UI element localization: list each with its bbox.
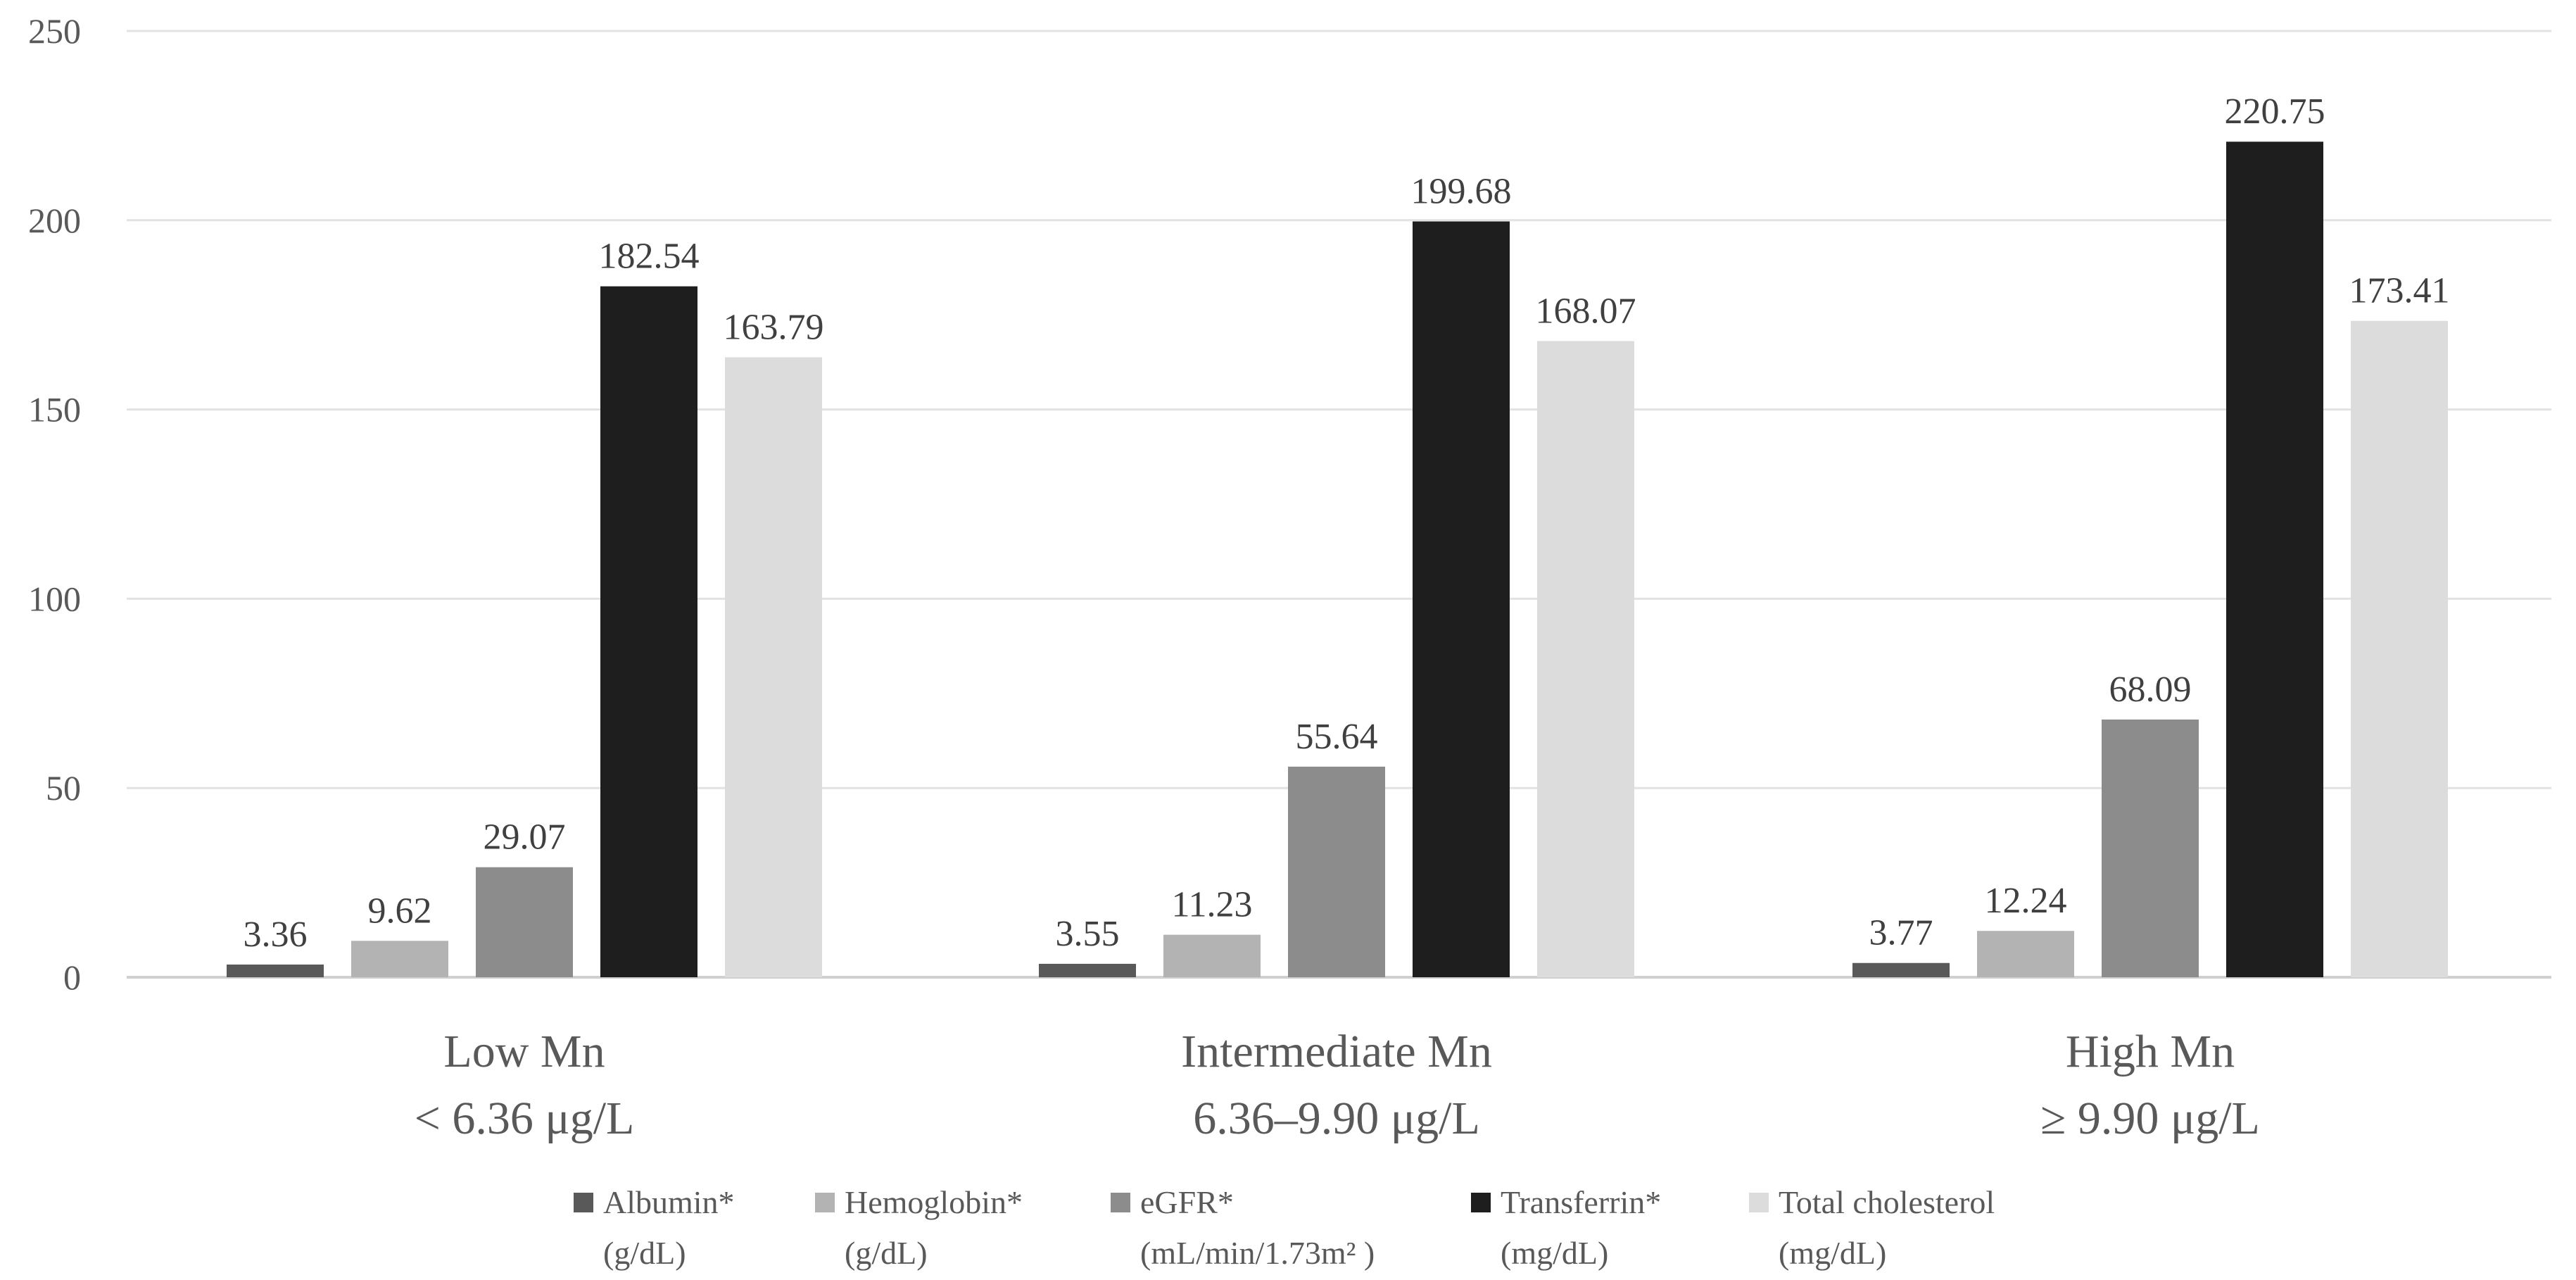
category-label: Low Mn <box>443 1026 605 1077</box>
category-labels: Low Mn < 6.36 μg/L Intermediate Mn 6.36–9.9… <box>415 1026 2260 1144</box>
y-tick-label: 100 <box>28 579 81 618</box>
bars <box>227 142 2448 978</box>
legend-swatch <box>1749 1193 1769 1212</box>
data-labels: 3.36 3.55 3.77 9.62 11.23 12.24 29.07 55.64 68.0… <box>244 92 2450 955</box>
bar-hemoglobin <box>1163 934 1261 977</box>
bar-egfr <box>1288 766 1385 977</box>
legend-unit: (mL/min/1.73m² ) <box>1140 1235 1375 1271</box>
bar-hemoglobin <box>351 941 448 977</box>
y-tick-label: 250 <box>28 11 81 51</box>
data-label: 163.79 <box>724 307 824 347</box>
legend-item: Albumin* (g/dL) <box>574 1184 735 1271</box>
legend-unit: (g/dL) <box>845 1235 928 1271</box>
legend-unit: (mg/dL) <box>1779 1235 1886 1271</box>
bar-egfr <box>2102 719 2199 977</box>
legend-label: Transferrin* <box>1501 1184 1661 1220</box>
category-sublabel: ≥ 9.90 μg/L <box>2040 1093 2260 1144</box>
data-label: 168.07 <box>1536 291 1636 331</box>
y-tick-label: 50 <box>46 768 81 808</box>
legend-unit: (g/dL) <box>603 1235 686 1271</box>
data-label: 68.09 <box>2109 670 2192 710</box>
bar-total-cholesterol <box>1537 341 1634 977</box>
y-tick-label: 150 <box>28 390 81 429</box>
data-label: 220.75 <box>2225 92 2325 132</box>
legend-item: Hemoglobin* (g/dL) <box>815 1184 1023 1271</box>
y-axis-ticks: 0 50 100 150 200 250 <box>28 11 81 997</box>
legend-swatch <box>815 1193 835 1212</box>
legend-label: Albumin* <box>603 1184 735 1220</box>
data-label: 3.77 <box>1869 913 1933 953</box>
legend-label: eGFR* <box>1140 1184 1234 1220</box>
legend-item: Total cholesterol (mg/dL) <box>1749 1184 1995 1271</box>
data-label: 12.24 <box>1985 881 2067 921</box>
legend-swatch <box>1471 1193 1491 1212</box>
bar-total-cholesterol <box>2351 320 2448 978</box>
category-label: Intermediate Mn <box>1181 1026 1492 1077</box>
data-label: 11.23 <box>1171 885 1252 925</box>
data-label: 182.54 <box>599 237 700 277</box>
bar-transferrin <box>600 286 697 978</box>
legend-swatch <box>574 1193 593 1212</box>
y-tick-label: 0 <box>63 958 81 997</box>
category-sublabel: 6.36–9.90 μg/L <box>1193 1093 1480 1144</box>
bar-hemoglobin <box>1977 931 2074 977</box>
data-label: 9.62 <box>368 891 432 931</box>
legend-item: eGFR* (mL/min/1.73m² ) <box>1111 1184 1375 1271</box>
bar-egfr <box>476 867 573 977</box>
bar-albumin <box>1852 962 1950 977</box>
bar-transferrin <box>1413 221 1510 978</box>
y-tick-label: 200 <box>28 201 81 240</box>
data-label: 199.68 <box>1411 172 1512 212</box>
data-label: 55.64 <box>1296 717 1378 757</box>
bar-total-cholesterol <box>725 357 822 977</box>
data-label: 3.36 <box>244 915 308 955</box>
data-label: 173.41 <box>2349 271 2450 311</box>
legend-unit: (mg/dL) <box>1501 1235 1608 1271</box>
data-label: 29.07 <box>484 817 566 858</box>
bar-transferrin <box>2226 142 2323 977</box>
legend-swatch <box>1111 1193 1130 1212</box>
category-sublabel: < 6.36 μg/L <box>415 1093 635 1144</box>
legend-label: Hemoglobin* <box>845 1184 1023 1220</box>
legend-item: Transferrin* (mg/dL) <box>1471 1184 1661 1271</box>
data-label: 3.55 <box>1056 914 1120 954</box>
legend-label: Total cholesterol <box>1779 1184 1995 1220</box>
bar-albumin <box>227 964 324 977</box>
legend: Albumin* (g/dL) Hemoglobin* (g/dL) eGFR* (mL/… <box>574 1184 1995 1271</box>
category-label: High Mn <box>2066 1026 2235 1077</box>
bar-albumin <box>1039 963 1136 977</box>
